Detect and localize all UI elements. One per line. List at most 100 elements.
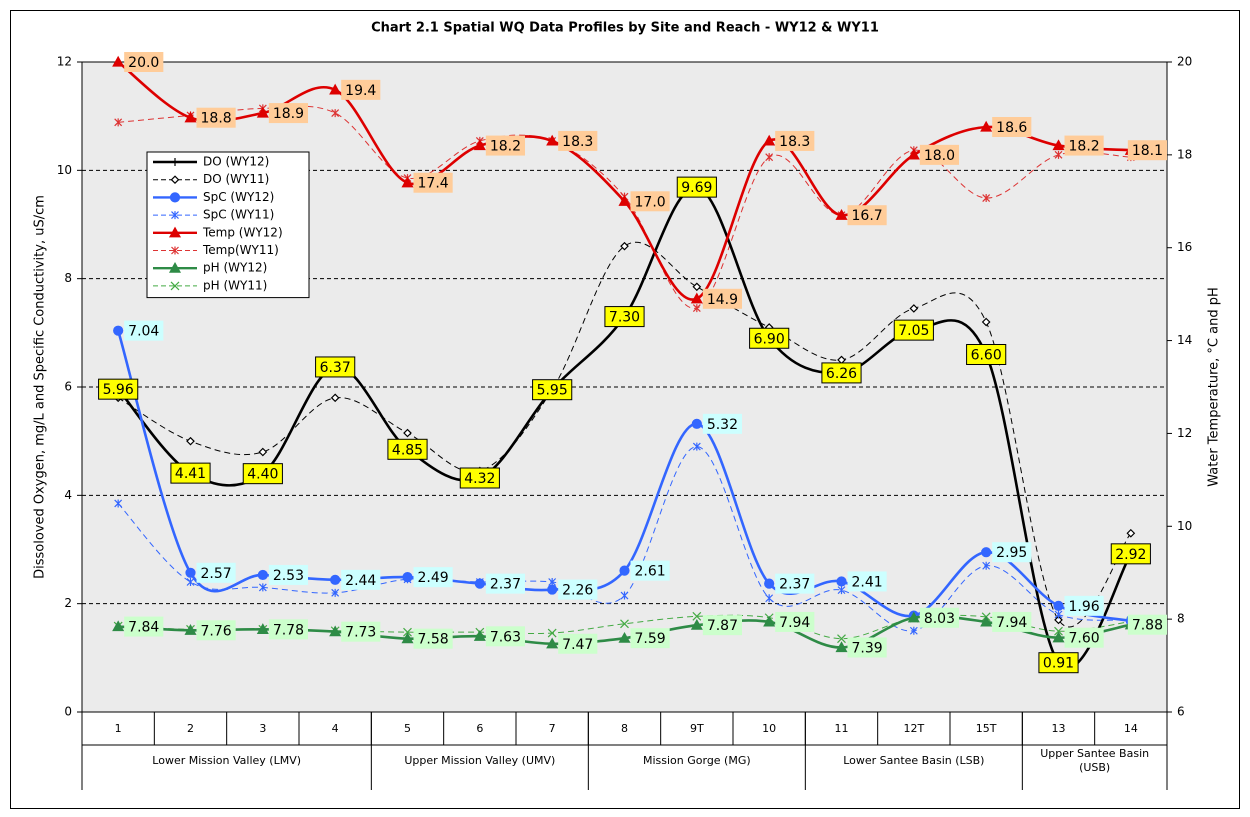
marker — [113, 325, 124, 336]
legend-label: pH (WY12) — [203, 261, 267, 275]
data-label: 5.95 — [532, 379, 573, 401]
data-label-text: 4.41 — [175, 466, 206, 482]
marker — [692, 304, 701, 313]
legend-marker — [168, 226, 182, 238]
marker — [474, 578, 485, 589]
group-label: Lower Santee Basin (LSB) — [843, 754, 985, 767]
data-label-box — [170, 462, 211, 484]
marker — [186, 578, 195, 586]
data-label: 2.53 — [268, 564, 309, 585]
data-label-box — [485, 626, 526, 647]
marker — [980, 120, 993, 132]
marker — [837, 586, 846, 595]
data-label-box — [124, 52, 164, 72]
data-label-text: 7.94 — [779, 615, 810, 631]
y-tick-label: 4 — [64, 488, 72, 502]
legend-marker — [171, 246, 179, 255]
data-label-text: 6.90 — [754, 331, 785, 347]
data-label-text: 7.04 — [128, 324, 159, 340]
data-label: 6.90 — [749, 327, 790, 349]
data-label-box — [604, 306, 645, 328]
data-label: 2.57 — [196, 562, 236, 583]
data-label-text: 4.85 — [392, 442, 423, 458]
x-tick-label: 2 — [187, 722, 194, 735]
data-label: 5.96 — [98, 378, 139, 400]
data-label: 7.39 — [847, 637, 887, 658]
data-label-text: 18.2 — [490, 139, 521, 155]
data-label: 20.0 — [124, 52, 164, 72]
marker — [1054, 626, 1063, 636]
marker — [112, 55, 125, 67]
data-label-box — [992, 117, 1032, 137]
data-label-box — [341, 569, 381, 590]
data-label: 2.44 — [341, 569, 381, 590]
data-label-box — [532, 379, 573, 401]
legend-label: Temp (WY12) — [202, 225, 283, 239]
chart-title: Chart 2.1 Spatial WQ Data Profiles by Si… — [371, 21, 879, 36]
data-label-text: 4.40 — [247, 467, 278, 483]
data-label-text: 2.92 — [1115, 547, 1146, 563]
data-label-text: 2.49 — [418, 570, 449, 586]
marker — [1054, 610, 1063, 619]
marker — [763, 134, 776, 146]
x-tick-label: 3 — [259, 722, 266, 735]
marker — [403, 428, 412, 438]
data-label: 7.05 — [893, 319, 934, 341]
data-label-box — [702, 413, 743, 434]
data-label-text: 7.87 — [707, 618, 738, 634]
legend-marker — [171, 211, 179, 220]
y2-axis-label: Water Temperature, °C and pH — [1207, 287, 1222, 487]
data-label-text: 18.0 — [924, 148, 955, 164]
data-label-text: 1.96 — [1069, 599, 1100, 615]
data-label-box — [992, 542, 1032, 563]
marker — [1054, 150, 1063, 159]
data-label-box — [124, 616, 164, 637]
marker — [765, 153, 774, 162]
data-label-text: 5.96 — [103, 382, 134, 398]
data-label: 2.26 — [558, 579, 598, 600]
data-label-text: 18.6 — [996, 120, 1027, 136]
data-label: 7.87 — [702, 615, 743, 636]
data-label-box — [387, 438, 428, 460]
data-label-box — [775, 611, 815, 632]
x-tick-label: 8 — [621, 722, 628, 735]
data-label-box — [919, 607, 960, 628]
data-label-box — [630, 628, 670, 649]
data-label: 7.78 — [268, 619, 309, 640]
x-tick-label: 6 — [476, 722, 483, 735]
marker — [690, 618, 703, 630]
data-label-box — [1038, 652, 1079, 674]
marker — [186, 436, 195, 446]
marker — [692, 442, 701, 451]
data-label: 18.3 — [775, 130, 815, 151]
data-label: 19.4 — [341, 79, 381, 100]
data-label-box — [341, 621, 381, 642]
x-tick-label: 14 — [1124, 722, 1138, 735]
data-label-box — [485, 573, 526, 594]
marker — [185, 567, 196, 578]
y2-tick-label: 12 — [1177, 426, 1192, 440]
x-tick-label: 1 — [115, 722, 122, 735]
marker — [837, 634, 846, 644]
data-label-text: 7.78 — [273, 622, 304, 638]
data-label-text: 17.4 — [418, 176, 449, 192]
data-label-box — [630, 560, 670, 581]
data-label-text: 4.32 — [464, 471, 495, 487]
data-label-text: 6.37 — [320, 360, 351, 376]
marker — [330, 574, 341, 585]
marker — [1126, 528, 1136, 538]
data-label-box — [242, 463, 283, 485]
data-label-box — [847, 571, 887, 592]
data-label: 2.61 — [630, 560, 670, 581]
data-label: 7.30 — [604, 306, 645, 328]
marker — [909, 626, 918, 635]
data-label-text: 5.32 — [707, 417, 738, 433]
data-label-box — [315, 356, 356, 378]
y-tick-label: 2 — [64, 596, 72, 610]
y2-tick-label: 14 — [1177, 333, 1192, 347]
marker — [765, 594, 774, 603]
data-label-text: 18.8 — [201, 111, 232, 127]
legend-label: DO (WY12) — [203, 155, 269, 169]
marker — [257, 569, 268, 581]
data-label-text: 7.63 — [490, 629, 521, 645]
